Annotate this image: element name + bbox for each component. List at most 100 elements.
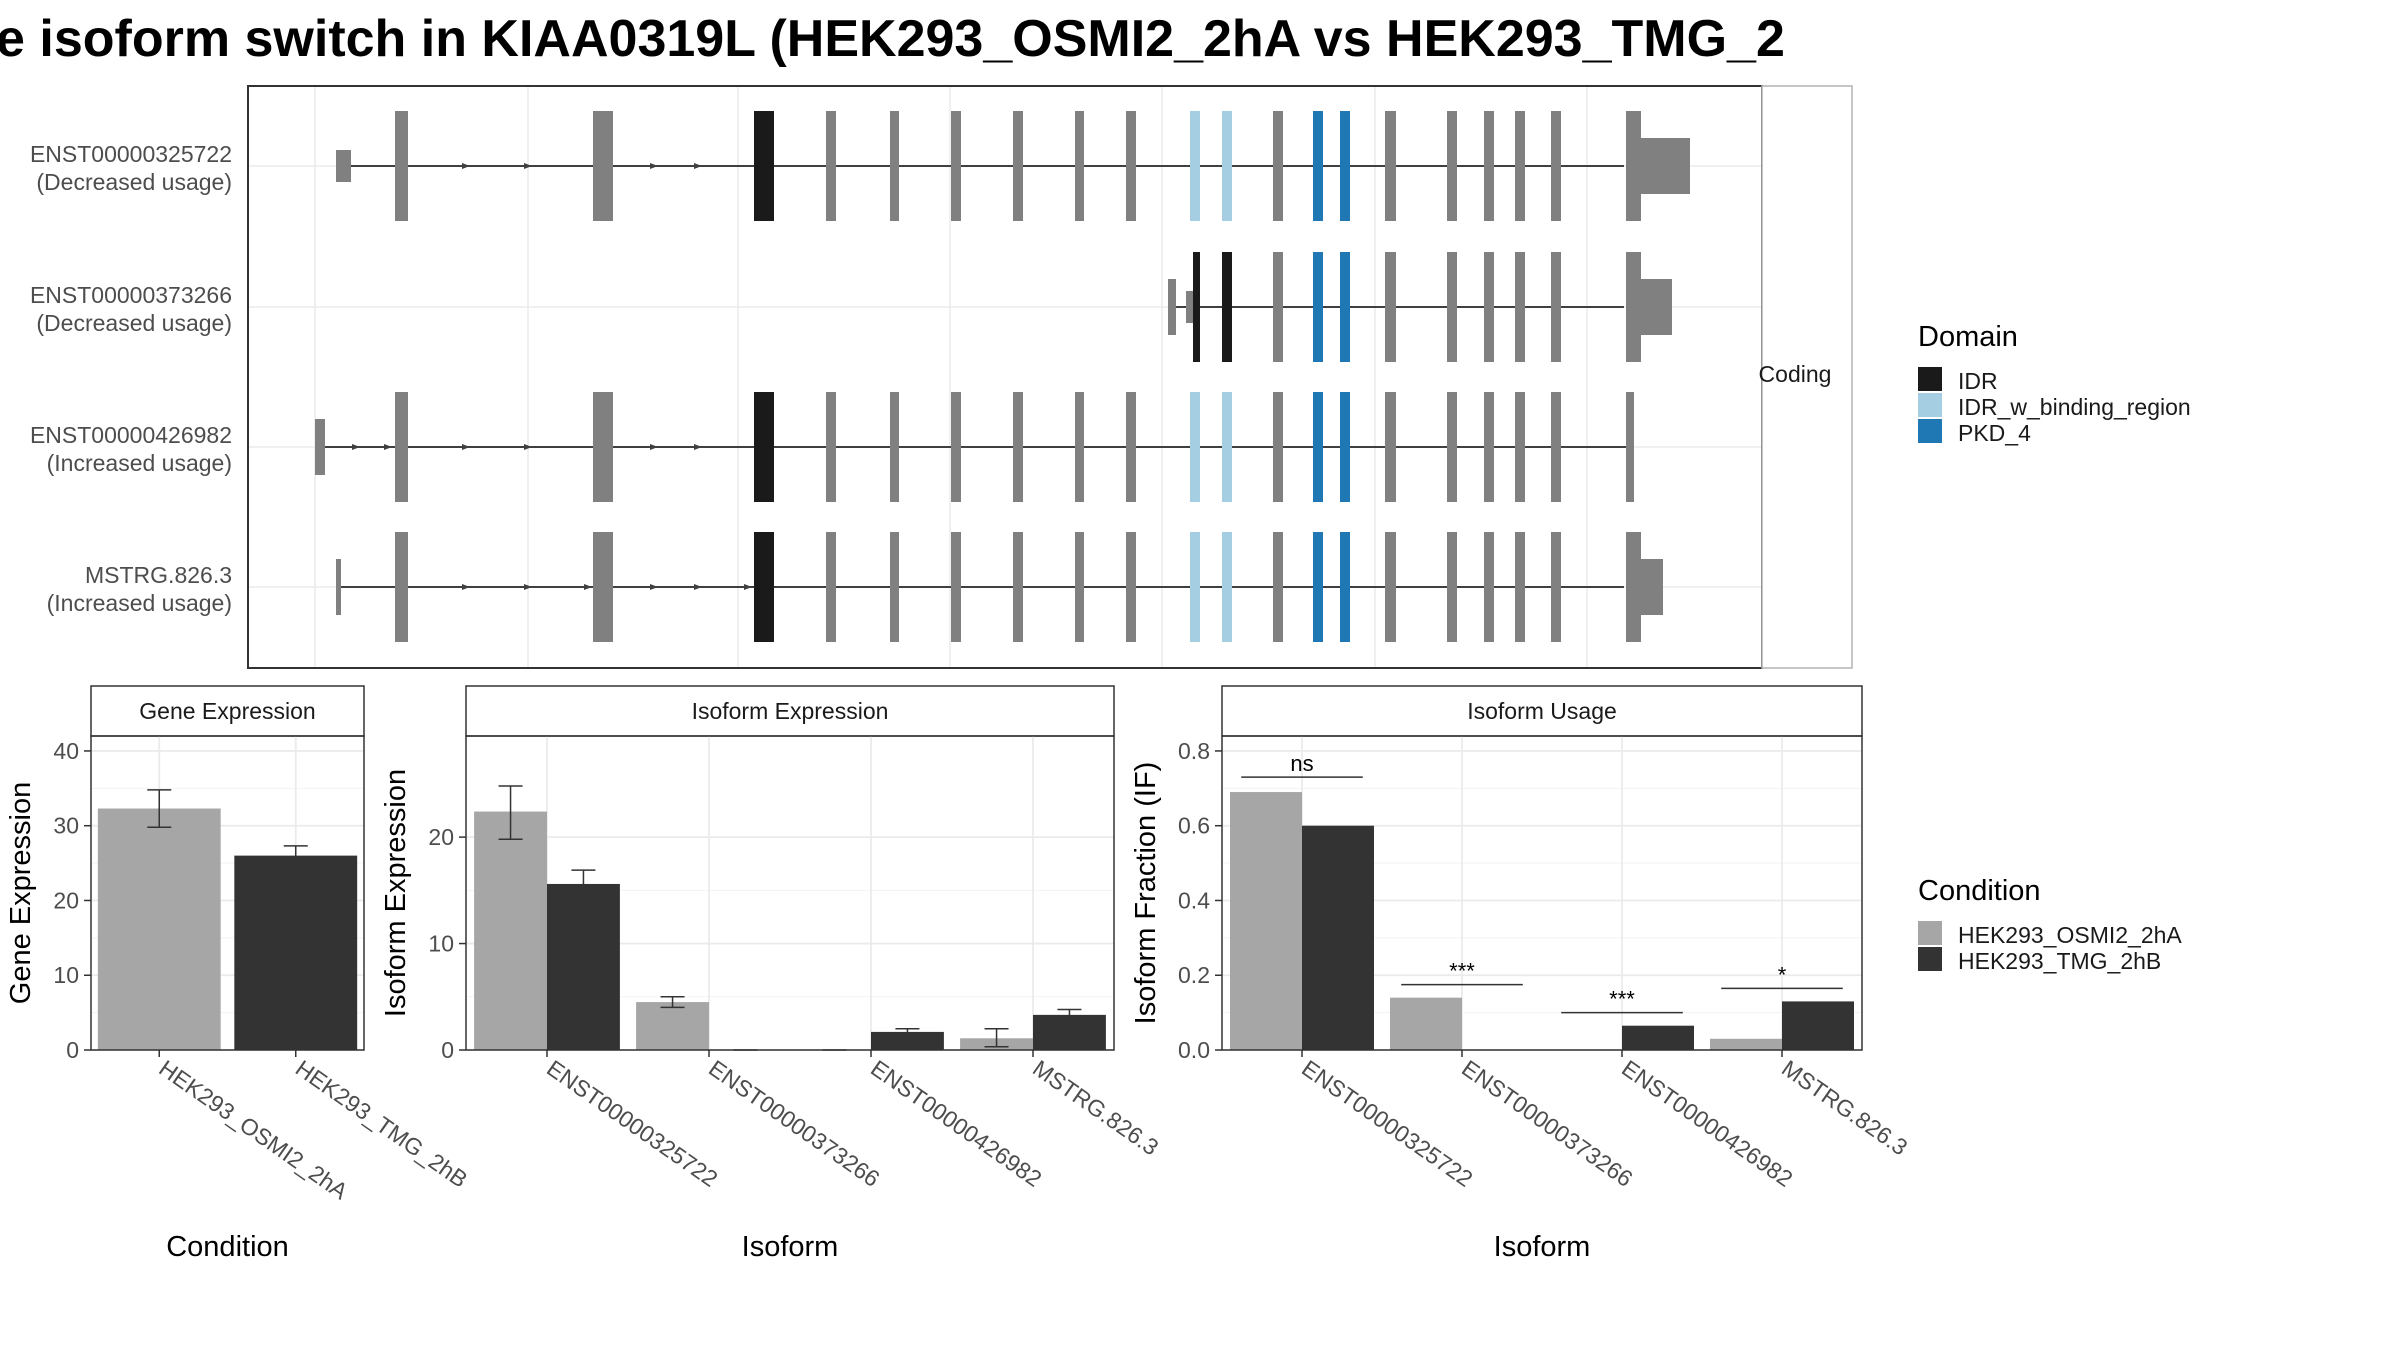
exon-block — [593, 111, 613, 221]
exon-block — [1385, 532, 1396, 642]
isoform-usage-border — [1221, 735, 1863, 1051]
significance-label: *** — [1609, 987, 1635, 1012]
isoform-expression-strip-title: Isoform Expression — [692, 698, 889, 724]
domain-block — [1313, 252, 1323, 362]
x-tick-label: MSTRG.826.3 — [1028, 1055, 1163, 1161]
exon-block — [1126, 392, 1136, 502]
y-tick-label: 0 — [66, 1037, 79, 1063]
exon-block — [1013, 111, 1023, 221]
exon-block — [1273, 532, 1283, 642]
domain-block — [1340, 111, 1350, 221]
domain-block — [1222, 532, 1232, 642]
x-tick-label: ENST00000373266 — [1457, 1055, 1637, 1192]
exon-block — [1626, 532, 1641, 642]
exon-block — [395, 138, 402, 194]
intron-direction-arrow — [384, 444, 392, 450]
exon-block — [1484, 252, 1494, 362]
domain-block — [1340, 532, 1350, 642]
exon-block — [1484, 392, 1494, 502]
domain-block — [754, 532, 774, 642]
exon-block — [315, 419, 325, 475]
isoform-usage-y-axis-title: Isoform Fraction (IF) — [1130, 762, 1162, 1025]
exon-block — [1626, 111, 1641, 221]
y-tick-label: 20 — [428, 824, 454, 850]
isoform-expression-error-bar — [895, 1027, 920, 1036]
gene-expression-bar — [97, 808, 221, 1050]
exon-block — [1013, 392, 1023, 502]
isoform-usage-label: (Decreased usage) — [36, 310, 232, 336]
gene-expression-y-axis-title: Gene Expression — [5, 782, 37, 1004]
exon-block — [951, 111, 961, 221]
domain-block — [1340, 252, 1350, 362]
isoform-usage-label: (Increased usage) — [47, 450, 232, 476]
exon-block — [1075, 392, 1084, 502]
isoform-usage-panel: Isoform Usagens*******0.00.20.40.60.8ENS… — [1130, 685, 1912, 1263]
legend-label-pkd4: PKD_4 — [1958, 420, 2031, 446]
domain-legend: Domain IDR IDR_w_binding_region PKD_4 — [1918, 321, 2191, 446]
isoform-usage-bar — [1710, 1038, 1782, 1050]
isoform-id-label: ENST00000426982 — [30, 422, 232, 448]
y-tick-label: 40 — [53, 738, 79, 764]
x-tick-label: ENST00000426982 — [866, 1055, 1046, 1192]
condition-legend-title: Condition — [1918, 875, 2041, 907]
legend-label-idr-binding: IDR_w_binding_region — [1958, 394, 2191, 420]
exon-block — [951, 532, 961, 642]
exon-block — [593, 532, 613, 642]
isoform-expression-bar — [636, 1002, 709, 1050]
legend-label-condition-b: HEK293_TMG_2hB — [1958, 948, 2161, 974]
isoform-id-label: ENST00000373266 — [30, 282, 232, 308]
isoform-expression-bar — [871, 1031, 944, 1050]
isoform-expression-y-axis-title: Isoform Expression — [380, 769, 412, 1017]
isoform-usage-x-axis-title: Isoform — [1494, 1231, 1591, 1263]
isoform-expression-bar — [474, 811, 547, 1050]
significance-label: * — [1778, 962, 1787, 987]
gene-expression-border — [90, 735, 365, 1051]
exon-block — [1551, 532, 1561, 642]
intron-direction-arrow — [462, 163, 470, 169]
x-tick-label: ENST00000426982 — [1617, 1055, 1797, 1192]
isoform-usage-label: (Increased usage) — [47, 590, 232, 616]
exon-block — [1484, 532, 1494, 642]
exon-block — [1515, 252, 1525, 362]
exon-block — [1551, 392, 1561, 502]
exon-block — [1641, 559, 1663, 615]
domain-block — [1313, 392, 1323, 502]
legend-key-condition-a — [1918, 921, 1942, 945]
isoform-usage-strip — [1221, 685, 1863, 737]
exon-block — [1385, 111, 1396, 221]
exon-block — [1515, 111, 1525, 221]
legend-label-idr: IDR — [1958, 368, 1998, 394]
y-tick-label: 0.6 — [1178, 813, 1210, 839]
intron-direction-arrow — [524, 584, 532, 590]
domain-block — [1222, 111, 1232, 221]
exon-block — [826, 392, 836, 502]
x-tick-label: ENST00000325722 — [542, 1055, 722, 1192]
intron-direction-arrow — [744, 584, 752, 590]
exon-block — [1626, 252, 1641, 362]
isoform-expression-error-bar — [571, 869, 596, 899]
domain-block — [1193, 252, 1200, 362]
exon-block — [1186, 291, 1193, 323]
domain-block — [1313, 532, 1323, 642]
exon-block — [336, 559, 341, 615]
isoform-expression-error-bar — [660, 996, 685, 1009]
legend-key-idr-binding — [1918, 393, 1942, 417]
exon-block — [336, 150, 351, 182]
exon-block — [1385, 392, 1396, 502]
exon-block — [1626, 392, 1634, 502]
gene-expression-x-axis-title: Condition — [166, 1231, 289, 1263]
y-tick-label: 30 — [53, 813, 79, 839]
figure-title: e isoform switch in KIAA0319L (HEK293_OS… — [0, 10, 1785, 68]
exon-block — [1126, 111, 1136, 221]
exon-block — [890, 392, 899, 502]
exon-block — [826, 532, 836, 642]
isoform-usage-bar — [1390, 997, 1462, 1050]
domain-block — [1190, 392, 1200, 502]
isoform-expression-error-bar — [984, 1027, 1009, 1048]
domain-block — [1190, 532, 1200, 642]
exon-block — [1484, 111, 1494, 221]
intron-direction-arrow — [650, 444, 658, 450]
exon-block — [1551, 111, 1561, 221]
exon-block — [395, 419, 402, 475]
